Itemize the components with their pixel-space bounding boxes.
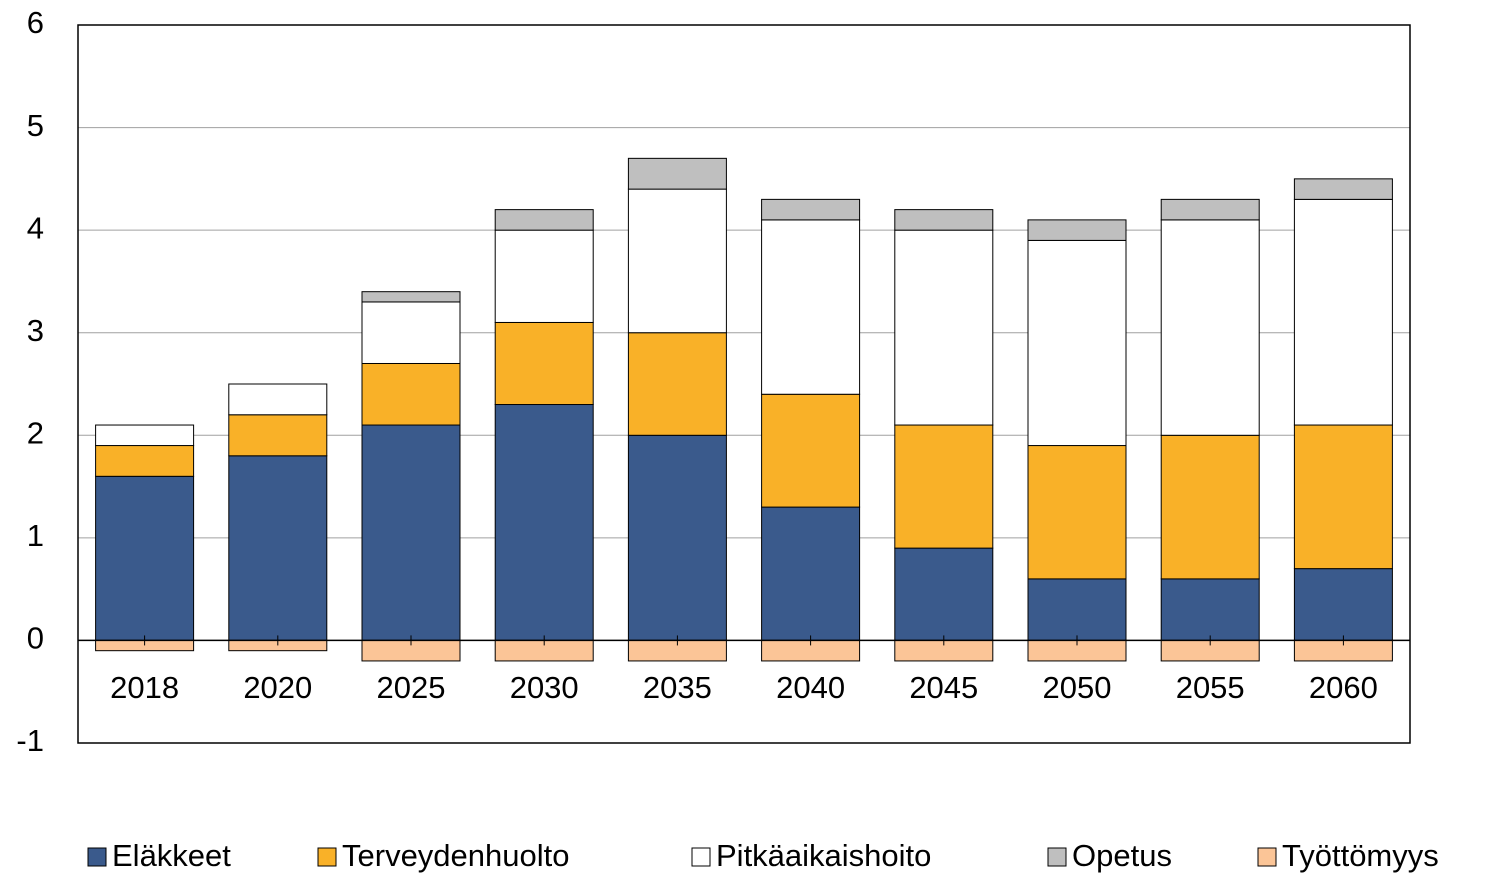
bar-segment [361, 362, 461, 426]
bar-segment [1027, 219, 1127, 241]
bar-segment [228, 414, 328, 457]
x-tick-label: 2040 [776, 670, 845, 705]
bar-segment [627, 332, 727, 436]
bar-segment [627, 188, 727, 334]
bar-segment [894, 547, 994, 641]
bar-segment [761, 393, 861, 508]
bar-segment [361, 291, 461, 303]
bar-segment [1027, 578, 1127, 641]
bar-segment [894, 229, 994, 426]
bar-segment [95, 424, 195, 447]
legend-swatch [87, 847, 107, 867]
legend-label: Pitkäaikaishoito [716, 838, 931, 873]
x-tick-label: 2050 [1043, 670, 1112, 705]
x-tick-label: 2030 [510, 670, 579, 705]
bar-segment [95, 475, 195, 641]
y-tick-label: 0 [27, 621, 44, 656]
bar-segment [761, 506, 861, 641]
bar-segment [494, 404, 594, 641]
legend-swatch [1257, 847, 1277, 867]
bar-segment [1293, 568, 1393, 641]
bar-segment [1293, 178, 1393, 200]
legend-swatch [317, 847, 337, 867]
bar-segment [627, 434, 727, 641]
x-tick-label: 2060 [1309, 670, 1378, 705]
bar-segment [1293, 198, 1393, 426]
y-tick-label: 4 [27, 210, 44, 245]
y-tick-label: 6 [27, 5, 44, 40]
bar-segment [361, 301, 461, 364]
bar-segment [761, 219, 861, 395]
bar-segment [1160, 219, 1260, 436]
bar-segment [1293, 424, 1393, 570]
x-tick-label: 2035 [643, 670, 712, 705]
y-tick-label: 5 [27, 108, 44, 143]
bar-segment [1160, 434, 1260, 580]
bar-segment [361, 424, 461, 641]
bar-segment [1160, 578, 1260, 641]
x-tick-label: 2025 [377, 670, 446, 705]
bar-segment [894, 209, 994, 231]
legend-label: Työttömyys [1282, 838, 1439, 873]
bar-segment [494, 229, 594, 323]
bar-segment [228, 383, 328, 416]
legend-swatch [1047, 847, 1067, 867]
x-tick-label: 2045 [909, 670, 978, 705]
legend-label: Eläkkeet [112, 838, 231, 873]
y-tick-label: -1 [16, 723, 44, 758]
legend-label: Opetus [1072, 838, 1172, 873]
bar-segment [494, 321, 594, 406]
bar-segment [627, 157, 727, 190]
bar-segment [1160, 198, 1260, 221]
plot-frame [77, 24, 1411, 744]
bar-segment [95, 445, 195, 477]
bar-segment [1027, 445, 1127, 580]
x-tick-label: 2055 [1176, 670, 1245, 705]
x-tick-label: 2020 [243, 670, 312, 705]
x-tick-label: 2018 [110, 670, 179, 705]
y-tick-label: 2 [27, 415, 44, 450]
legend-label: Terveydenhuolto [342, 838, 570, 873]
bar-segment [494, 209, 594, 231]
y-tick-label: 3 [27, 313, 44, 348]
bar-segment [228, 455, 328, 641]
bar-segment [894, 424, 994, 549]
bar-segment [1027, 239, 1127, 447]
bar-segment [761, 198, 861, 221]
y-tick-label: 1 [27, 518, 44, 553]
legend-swatch [691, 847, 711, 867]
